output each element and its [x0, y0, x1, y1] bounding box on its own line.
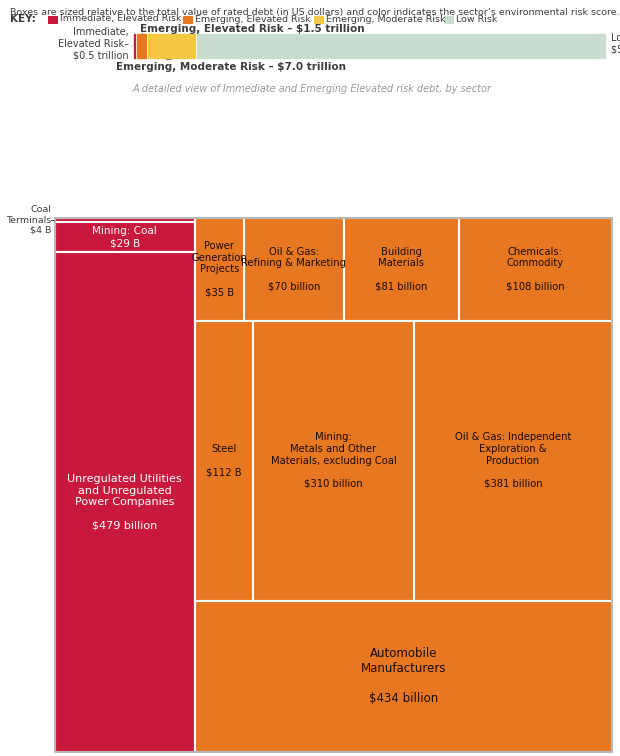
Bar — [444, 16, 454, 23]
Text: Mining: Coal
$29 B: Mining: Coal $29 B — [92, 227, 157, 248]
Bar — [136, 33, 147, 59]
Text: Boxes are sized relative to the total value of rated debt (in US dollars) and co: Boxes are sized relative to the total va… — [10, 8, 619, 17]
Text: Immediate, Elevated Risk: Immediate, Elevated Risk — [60, 14, 182, 23]
Bar — [133, 33, 136, 59]
Bar — [459, 218, 612, 321]
Bar — [55, 253, 195, 752]
Bar — [147, 33, 196, 59]
Text: A detailed view of Immediate and Emerging Elevated risk debt, by sector: A detailed view of Immediate and Emergin… — [133, 84, 492, 94]
Text: Oil & Gas:
Refining & Marketing

$70 billion: Oil & Gas: Refining & Marketing $70 bill… — [241, 247, 347, 292]
Bar — [244, 218, 343, 321]
Text: Coal
Terminals
$4 B: Coal Terminals $4 B — [6, 205, 51, 235]
Text: Steel

$112 B: Steel $112 B — [206, 444, 242, 477]
Text: Emerging, Moderate Risk: Emerging, Moderate Risk — [326, 14, 445, 23]
Bar — [183, 16, 193, 23]
Bar — [196, 33, 606, 59]
Bar — [55, 222, 195, 253]
Text: Low Risk: Low Risk — [456, 14, 497, 23]
Text: KEY:: KEY: — [10, 14, 36, 24]
Bar — [195, 600, 612, 752]
Text: Emerging, Elevated Risk – $1.5 trillion: Emerging, Elevated Risk – $1.5 trillion — [140, 24, 365, 34]
Bar — [195, 218, 244, 321]
Text: Low Risk
$58.9 trillion: Low Risk $58.9 trillion — [611, 33, 620, 54]
Bar — [195, 321, 253, 600]
Bar — [253, 321, 414, 600]
Text: Chemicals:
Commodity

$108 billion: Chemicals: Commodity $108 billion — [506, 247, 565, 292]
Bar — [314, 16, 324, 23]
Text: Building
Materials

$81 billion: Building Materials $81 billion — [375, 247, 427, 292]
Bar — [48, 16, 58, 23]
Text: Automobile
Manufacturers

$434 billion: Automobile Manufacturers $434 billion — [361, 647, 446, 705]
Bar — [55, 218, 195, 222]
Bar — [343, 218, 459, 321]
Text: Emerging, Elevated Risk: Emerging, Elevated Risk — [195, 14, 311, 23]
Bar — [414, 321, 612, 600]
Bar — [55, 218, 612, 752]
Text: Immediate,
Elevated Risk–
$0.5 trillion: Immediate, Elevated Risk– $0.5 trillion — [58, 27, 129, 60]
Text: Oil & Gas: Independent
Exploration &
Production

$381 billion: Oil & Gas: Independent Exploration & Pro… — [455, 432, 571, 489]
Text: Power
Generation
Projects

$35 B: Power Generation Projects $35 B — [192, 241, 247, 297]
Text: Mining:
Metals and Other
Materials, excluding Coal

$310 billion: Mining: Metals and Other Materials, excl… — [270, 432, 396, 489]
Text: Unregulated Utilities
and Unregulated
Power Companies

$479 billion: Unregulated Utilities and Unregulated Po… — [68, 474, 182, 531]
Text: Emerging, Moderate Risk – $7.0 trillion: Emerging, Moderate Risk – $7.0 trillion — [117, 62, 347, 72]
